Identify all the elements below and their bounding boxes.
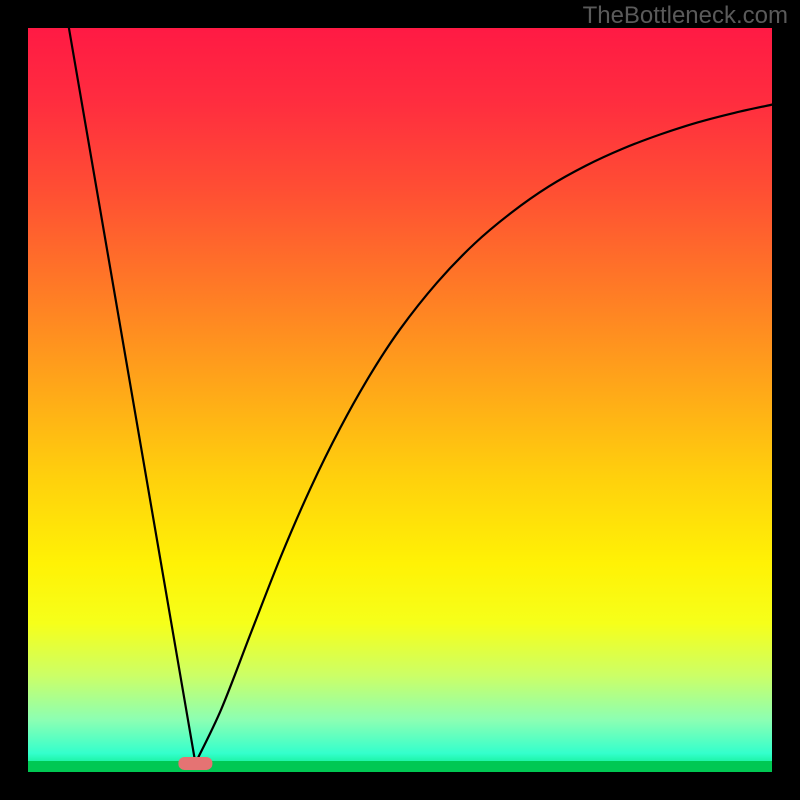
valley-marker [178,757,212,770]
watermark-text: TheBottleneck.com [583,2,788,30]
chart-canvas: TheBottleneck.com [0,0,800,800]
chart-svg [0,0,800,800]
bottom-green-band [28,761,772,772]
plot-background-gradient [28,28,772,772]
